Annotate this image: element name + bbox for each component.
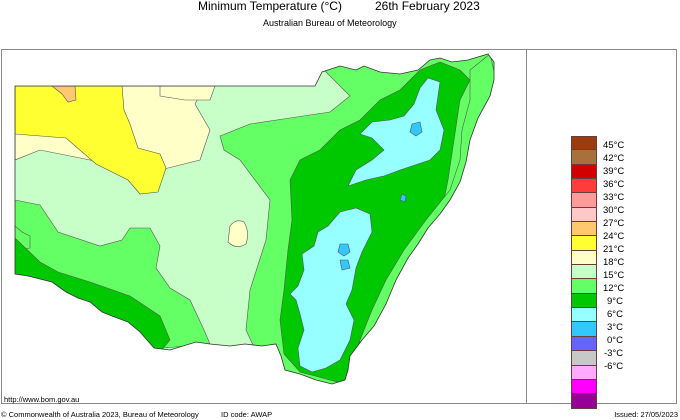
legend-swatch-9	[571, 308, 597, 323]
legend-label: -6°C	[604, 361, 624, 372]
legend-swatch-6	[571, 322, 597, 337]
legend-swatch-33	[571, 193, 597, 208]
legend-label: 21°C	[603, 244, 625, 255]
legend-label: 45°C	[603, 140, 625, 151]
legend-label: 0°C	[607, 335, 623, 346]
legend-swatch-18	[571, 265, 597, 280]
legend-label: -3°C	[604, 348, 624, 359]
legend-swatch-12	[571, 293, 597, 309]
map-subtitle: Australian Bureau of Meteorology	[263, 18, 397, 28]
map-frame	[1, 49, 677, 404]
chart-header: Minimum Temperature (°C) 26th February 2…	[0, 0, 680, 14]
legend-label: 9°C	[607, 296, 623, 307]
legend-label: 3°C	[607, 322, 623, 333]
legend-swatch-39	[571, 164, 597, 180]
legend-swatch-minus3	[571, 365, 597, 380]
map-date: 26th February 2023	[375, 0, 480, 13]
id-code: ID code: AWAP	[221, 410, 273, 419]
legend-swatch-36	[571, 179, 597, 194]
legend-label: 6°C	[607, 309, 623, 320]
legend-swatch-minus6	[571, 379, 597, 395]
legend-swatch-30	[571, 207, 597, 223]
legend-label: 27°C	[603, 218, 625, 229]
legend-label: 33°C	[603, 192, 625, 203]
legend-divider	[526, 49, 527, 404]
legend-label: 15°C	[603, 270, 625, 281]
map-title: Minimum Temperature (°C)	[198, 0, 342, 13]
legend-swatch-42	[571, 150, 597, 165]
issued-date: Issued: 27/05/2023	[614, 410, 678, 419]
legend-label: 42°C	[603, 153, 625, 164]
legend-swatch-0	[571, 351, 597, 366]
legend-label: 24°C	[603, 231, 625, 242]
source-url[interactable]: http://www.bom.gov.au	[4, 395, 80, 404]
legend-swatch-27	[571, 222, 597, 237]
legend-swatch-45	[571, 136, 597, 151]
legend-swatch-3	[571, 336, 597, 352]
legend-label: 39°C	[603, 166, 625, 177]
legend-swatch-15	[571, 279, 597, 294]
legend-swatch-21	[571, 250, 597, 266]
legend-color-bar	[571, 136, 598, 409]
copyright-notice: © Commonwealth of Australia 2023, Bureau…	[1, 410, 199, 419]
legend-label: 18°C	[603, 257, 625, 268]
legend-label: 36°C	[603, 179, 625, 190]
legend-label: 30°C	[603, 205, 625, 216]
legend-label: 12°C	[603, 283, 625, 294]
legend-swatch-below-minus6	[571, 394, 597, 409]
legend-swatch-24	[571, 236, 597, 251]
